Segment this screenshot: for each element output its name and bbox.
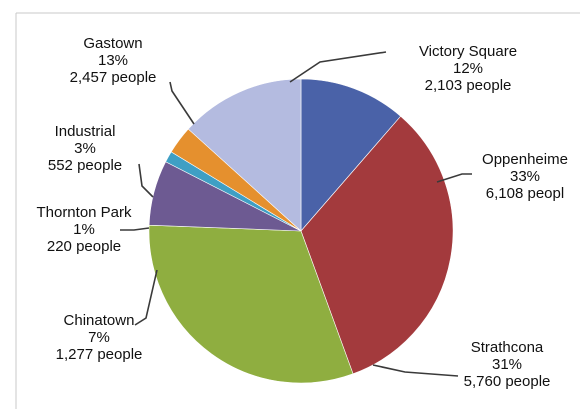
slice-percent-industrial: 3%: [74, 140, 96, 157]
slice-count-gastown: 2,457 people: [70, 69, 157, 86]
pie-slice-strathcona: [148, 224, 354, 384]
slice-count-victory-square: 2,103 people: [425, 77, 512, 94]
leader-line-gastown: [169, 81, 195, 125]
slice-label-gastown: Gastown 13% 2,457 people: [70, 35, 157, 86]
pie-slice-victory-square: [300, 78, 402, 232]
slice-percent-chinatown: 7%: [88, 329, 110, 346]
slice-count-chinatown: 1,277 people: [56, 346, 143, 363]
slice-label-chinatown: Chinatown 7% 1,277 people: [56, 312, 143, 363]
slice-count-industrial: 552 people: [48, 157, 122, 174]
leader-line-victory-square: [289, 51, 387, 83]
slice-name-chinatown: Chinatown: [64, 312, 135, 329]
slice-label-victory-square: Victory Square 12% 2,103 people: [419, 43, 517, 94]
leader-line-chinatown: [134, 269, 158, 326]
leader-lines: [120, 51, 472, 377]
slice-label-strathcona: Strathcona 31% 5,760 people: [464, 339, 551, 390]
slice-name-gastown: Gastown: [83, 35, 142, 52]
slice-percent-strathcona: 31%: [492, 356, 522, 373]
slice-percent-victory-square: 12%: [453, 60, 483, 77]
leader-line-oppenheimer: [436, 173, 472, 183]
slice-name-thornton-park: Thornton Park: [36, 204, 132, 221]
slice-name-oppenheimer: Oppenheime: [482, 151, 568, 168]
slice-name-strathcona: Strathcona: [471, 339, 544, 356]
pie-slice-oppenheimer: [300, 115, 454, 375]
slice-percent-oppenheimer: 33%: [510, 168, 540, 185]
slice-label-industrial: Industrial 3% 552 people: [48, 123, 122, 174]
leader-line-strathcona: [372, 364, 459, 377]
pie-slices: [148, 78, 454, 384]
slice-count-oppenheimer: 6,108 peopl: [486, 185, 564, 202]
slice-count-strathcona: 5,760 people: [464, 373, 551, 390]
slice-name-victory-square: Victory Square: [419, 43, 517, 60]
slice-count-thornton-park: 220 people: [47, 238, 121, 255]
leader-line-thornton-park: [120, 227, 150, 231]
slice-name-industrial: Industrial: [55, 123, 116, 140]
slice-label-thornton-park: Thornton Park 1% 220 people: [36, 204, 132, 255]
leader-line-industrial: [138, 163, 154, 198]
slice-label-oppenheimer: Oppenheime 33% 6,108 peopl: [482, 151, 568, 202]
slice-percent-thornton-park: 1%: [73, 221, 95, 238]
slice-percent-gastown: 13%: [98, 52, 128, 69]
